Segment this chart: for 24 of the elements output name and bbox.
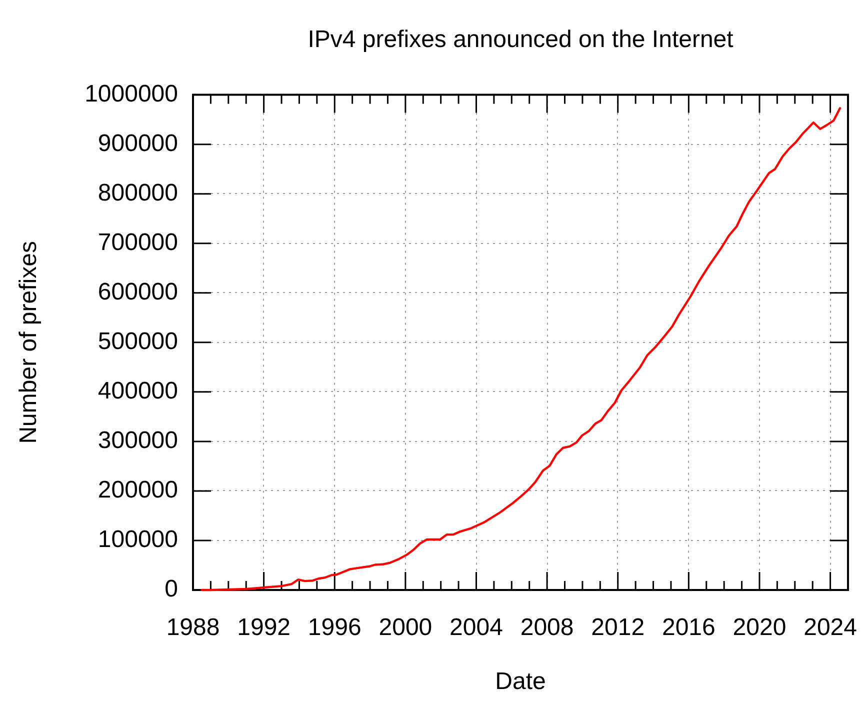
y-tick-label: 700000 bbox=[98, 228, 178, 256]
y-tick-label: 600000 bbox=[98, 278, 178, 306]
x-tick-label: 2016 bbox=[662, 614, 716, 642]
y-tick-label: 900000 bbox=[98, 130, 178, 157]
y-tick-label: 300000 bbox=[98, 427, 178, 454]
x-tick-label: 2008 bbox=[520, 614, 574, 642]
x-tick-label: 2024 bbox=[804, 614, 857, 642]
y-axis-title: Number of prefixes bbox=[15, 241, 42, 444]
y-tick-label: 800000 bbox=[98, 179, 178, 206]
y-tick-label: 400000 bbox=[98, 378, 178, 405]
x-tick-label: 2000 bbox=[378, 614, 432, 642]
x-tick-label: 1996 bbox=[308, 614, 362, 642]
x-tick-label: 1992 bbox=[237, 614, 291, 642]
x-tick-label: 2004 bbox=[450, 614, 503, 642]
y-tick-label: 200000 bbox=[98, 476, 178, 504]
y-tick-label: 0 bbox=[164, 576, 178, 603]
y-tick-label: 100000 bbox=[98, 526, 178, 554]
y-tick-label: 500000 bbox=[98, 328, 178, 356]
y-tick-label: 1000000 bbox=[84, 80, 178, 108]
x-tick-label: 1988 bbox=[166, 614, 220, 642]
chart-title: IPv4 prefixes announced on the Internet bbox=[308, 26, 734, 54]
x-tick-label: 2020 bbox=[732, 614, 786, 642]
x-tick-label: 2012 bbox=[591, 614, 645, 642]
x-axis-title: Date bbox=[495, 668, 546, 696]
